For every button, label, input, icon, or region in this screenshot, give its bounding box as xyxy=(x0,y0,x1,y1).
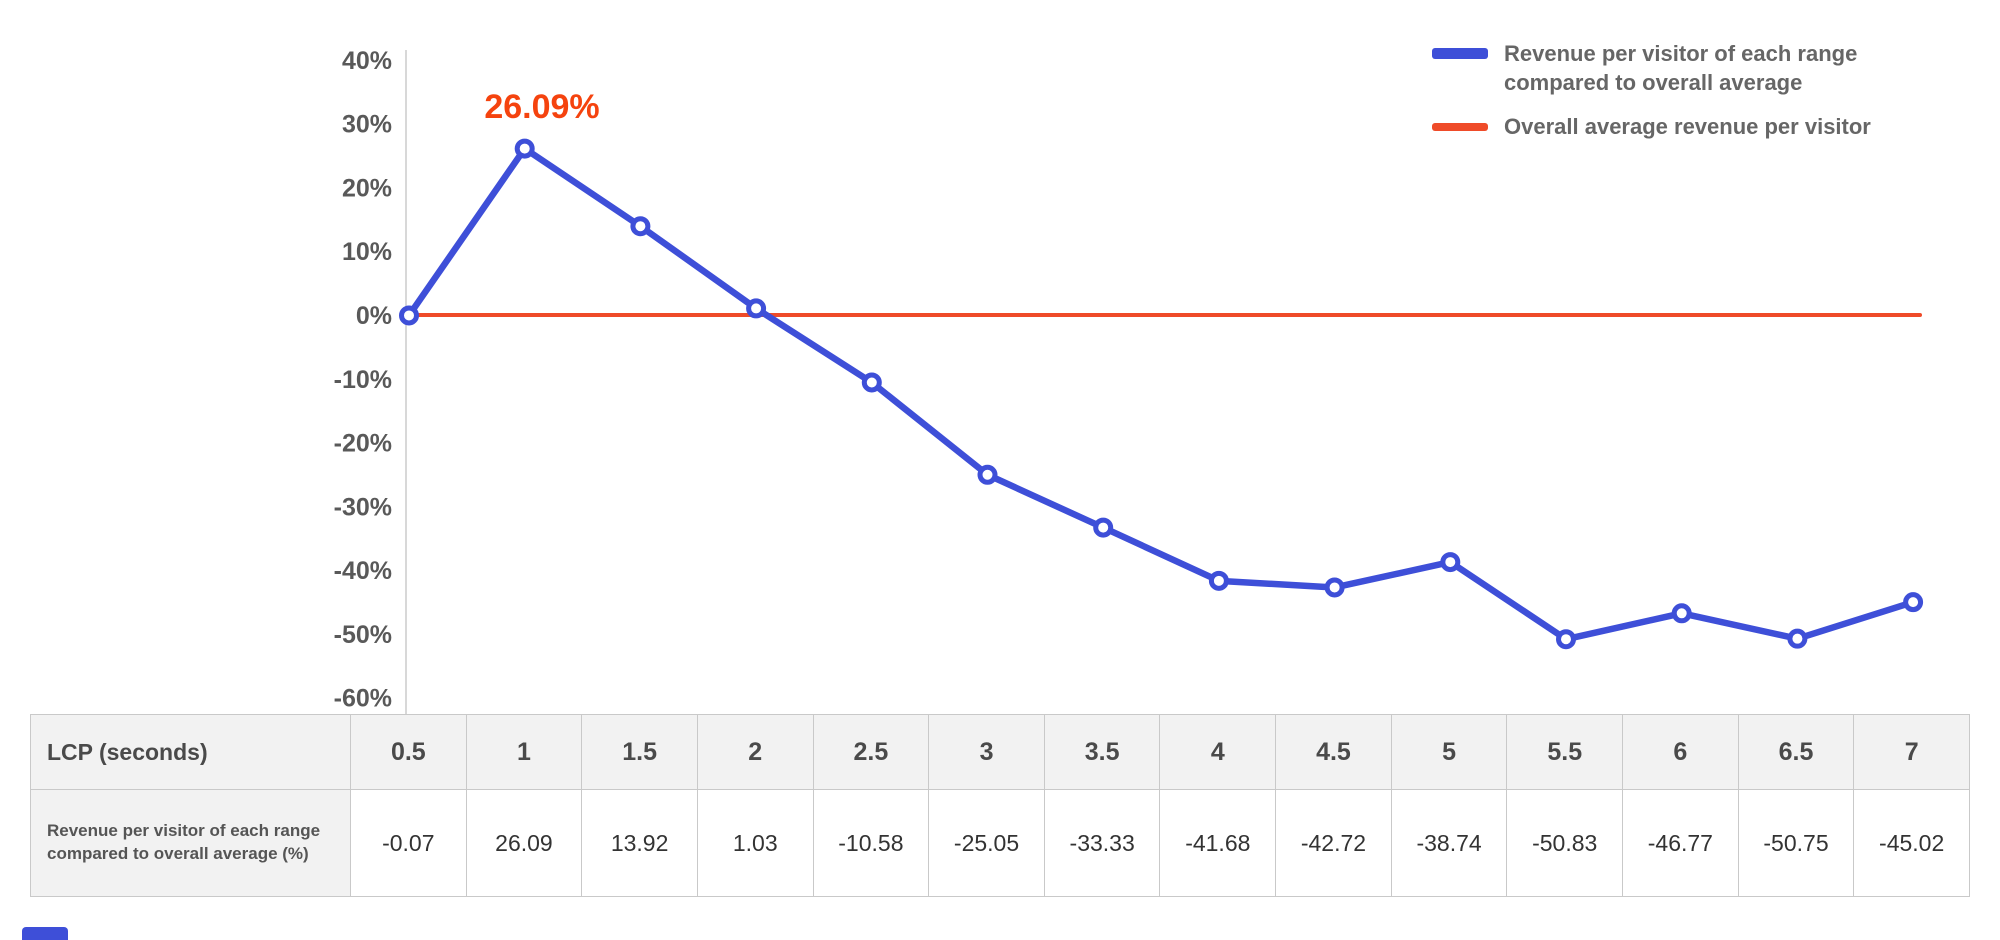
data-point xyxy=(514,138,535,159)
revenue-value-cell: -25.05 xyxy=(928,789,1045,897)
revenue-value-cell: 1.03 xyxy=(696,789,814,897)
lcp-header-cell: LCP (seconds) xyxy=(30,714,351,790)
y-axis-tick-label: 20% xyxy=(342,174,392,202)
revenue-value-cell: -45.02 xyxy=(1853,789,1970,897)
lcp-value-cell: 5 xyxy=(1390,714,1508,790)
lcp-value-cell: 2 xyxy=(696,714,814,790)
lcp-revenue-table: LCP (seconds) 0.5 1 1.5 2 2.5 3 3.5 4 4.5 5 5.5 6 6.5… xyxy=(30,714,1970,897)
lcp-value-cell: 6 xyxy=(1622,714,1739,790)
data-point xyxy=(1671,603,1692,624)
data-point xyxy=(861,372,882,393)
chart-legend: Revenue per visitor of each range compar… xyxy=(1424,40,1964,142)
revenue-value-cell: -42.72 xyxy=(1275,789,1392,897)
revenue-value-cell: -0.07 xyxy=(350,789,467,897)
legend-label-average: Overall average revenue per visitor xyxy=(1504,114,1871,140)
lcp-value-cell: 6.5 xyxy=(1737,714,1855,790)
data-point xyxy=(1440,552,1461,573)
blue-line-swatch-icon xyxy=(1432,48,1488,59)
legend-item-average: Overall average revenue per visitor xyxy=(1432,113,1964,142)
table-value-row: Revenue per visitor of each range compar… xyxy=(30,789,1970,897)
revenue-value-cell: 26.09 xyxy=(465,789,583,897)
lcp-value-cell: 3.5 xyxy=(1043,714,1161,790)
legend-label-revenue: Revenue per visitor of each range compar… xyxy=(1504,41,1858,95)
revenue-line xyxy=(405,145,1917,643)
data-point xyxy=(977,464,998,485)
revenue-value-cell: -10.58 xyxy=(812,789,930,897)
peak-annotation: 26.09% xyxy=(484,88,600,126)
y-axis-tick-label: -10% xyxy=(334,366,392,394)
y-axis-tick-label: -50% xyxy=(334,621,392,649)
lcp-value-cell: 1.5 xyxy=(581,714,698,790)
data-point xyxy=(1556,629,1576,650)
data-point xyxy=(1093,517,1114,538)
revenue-value-cell: 13.92 xyxy=(581,789,698,897)
bottom-left-blue-strip xyxy=(22,927,68,940)
row-label-cell: Revenue per visitor of each range compar… xyxy=(30,789,351,897)
legend-item-revenue: Revenue per visitor of each range compar… xyxy=(1432,40,1964,97)
data-point xyxy=(1324,577,1345,598)
revenue-value-cell: -38.74 xyxy=(1390,789,1508,897)
lcp-value-cell: 2.5 xyxy=(812,714,930,790)
revenue-value-cell: -50.83 xyxy=(1506,789,1624,897)
lcp-value-cell: 4 xyxy=(1159,714,1277,790)
y-axis-tick-label: 30% xyxy=(342,111,392,139)
y-axis-tick-label: -40% xyxy=(334,557,392,585)
chart-area: 40% 30% 20% 10% 0% -10% -20% -30% -40% -50% -60% 2… xyxy=(334,40,1964,714)
lcp-value-cell: 5.5 xyxy=(1506,714,1624,790)
data-point xyxy=(1903,592,1924,613)
revenue-value-cell: -41.68 xyxy=(1159,789,1277,897)
y-axis-tick-label: -30% xyxy=(334,493,392,521)
data-point xyxy=(1787,628,1808,649)
revenue-value-cell: -33.33 xyxy=(1043,789,1161,897)
data-point xyxy=(399,305,419,326)
data-point xyxy=(1208,570,1229,591)
lcp-value-cell: 3 xyxy=(928,714,1045,790)
y-axis-tick-label: -60% xyxy=(334,685,392,713)
y-axis-tick-label: 40% xyxy=(342,47,392,75)
y-axis-tick-label: -20% xyxy=(334,430,392,458)
data-point xyxy=(746,298,767,319)
lcp-value-cell: 1 xyxy=(465,714,583,790)
revenue-value-cell: -50.75 xyxy=(1737,789,1855,897)
line-chart: 40% 30% 20% 10% 0% -10% -20% -30% -40% -50% -60% xyxy=(334,47,1924,714)
data-point xyxy=(630,216,651,237)
revenue-value-cell: -46.77 xyxy=(1622,789,1739,897)
lcp-value-cell: 4.5 xyxy=(1275,714,1392,790)
y-axis-tick-label: 10% xyxy=(342,238,392,266)
lcp-value-cell: 0.5 xyxy=(350,714,467,790)
y-axis-tick-label: 0% xyxy=(356,302,392,330)
lcp-value-cell: 7 xyxy=(1853,714,1970,790)
table-header-row: LCP (seconds) 0.5 1 1.5 2 2.5 3 3.5 4 4.5 5 5.5 6 6.5… xyxy=(30,714,1970,790)
red-line-swatch-icon xyxy=(1432,123,1488,132)
